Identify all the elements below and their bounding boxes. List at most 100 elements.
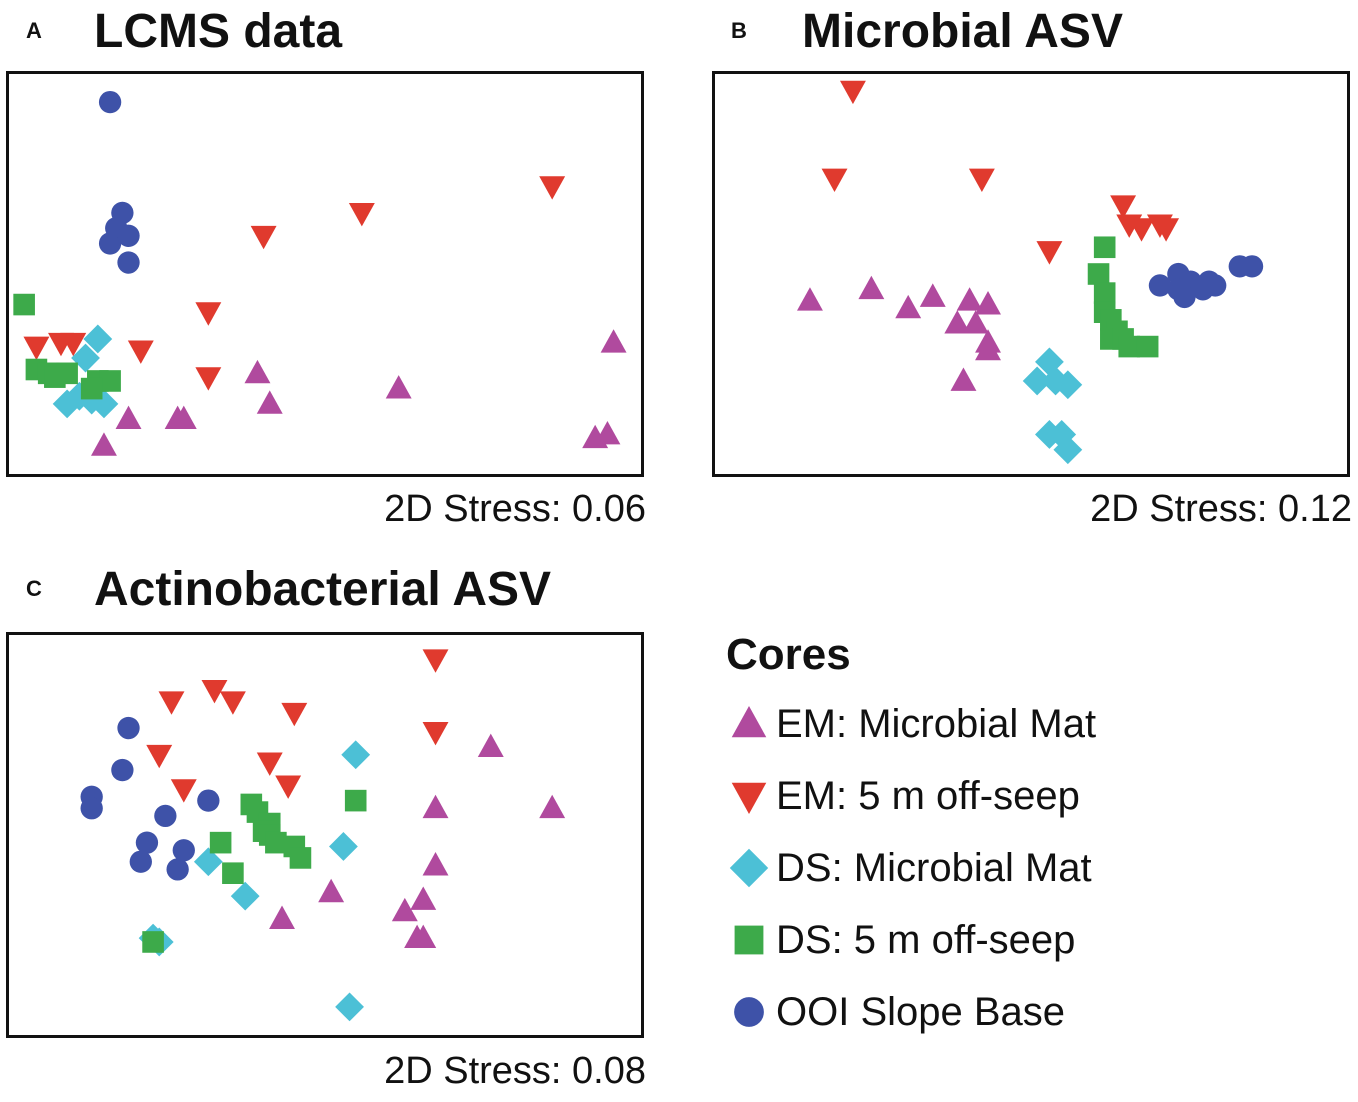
plot-frame <box>6 632 644 1038</box>
point-em-off-4 <box>1110 195 1137 219</box>
legend-label: EM: 5 m off-seep <box>776 773 1080 818</box>
point-ds-off-0 <box>1093 236 1116 259</box>
point-em-mat-3 <box>422 852 449 876</box>
point-em-mat-1 <box>539 794 566 819</box>
point-em-off-4 <box>219 691 246 715</box>
point-ooi-9 <box>129 850 152 873</box>
legend-label: DS: Microbial Mat <box>776 845 1092 890</box>
point-ooi-5 <box>1173 285 1196 309</box>
legend-label: EM: Microbial Mat <box>776 701 1097 746</box>
point-em-off-0 <box>839 80 866 105</box>
point-em-mat-9 <box>269 905 295 929</box>
plot-frame <box>6 71 644 477</box>
point-em-off-1 <box>348 202 375 227</box>
scatter-plot-lcms <box>6 71 644 477</box>
point-em-mat-2 <box>422 794 449 819</box>
point-em-off-7 <box>256 752 283 776</box>
panel-title-c: Actinobacterial ASV <box>94 563 552 616</box>
point-em-mat-6 <box>962 310 989 334</box>
legend-marker-shape <box>731 782 767 814</box>
point-em-off-6 <box>146 744 173 769</box>
point-em-mat-3 <box>385 375 412 399</box>
point-ds-mat-6 <box>335 992 364 1022</box>
scatter-plot-microbial <box>712 71 1350 477</box>
point-em-off-5 <box>281 702 308 727</box>
panel-label-b: B <box>731 18 747 43</box>
legend-marker-shape <box>734 997 764 1027</box>
point-em-off-2 <box>158 691 185 715</box>
diamond-icon <box>729 848 769 888</box>
legend-label: OOI Slope Base <box>776 989 1066 1034</box>
point-em-mat-5 <box>975 291 1001 315</box>
panel-title-b: Microbial ASV <box>802 5 1123 58</box>
panel-label-c: C <box>26 576 42 601</box>
point-ooi-0 <box>98 90 122 114</box>
point-em-mat-8 <box>318 878 345 903</box>
point-ds-mat-4 <box>77 385 107 415</box>
triangle-down-icon <box>731 782 767 814</box>
point-ooi-4 <box>117 224 140 247</box>
point-ds-off-2 <box>1093 282 1116 304</box>
point-ds-mat-0 <box>341 740 371 770</box>
stress-value-b: 2D Stress: 0.12 <box>1090 488 1352 530</box>
point-ds-mat-0 <box>83 324 113 354</box>
legend-label: DS: 5 m off-seep <box>776 917 1076 962</box>
legend-marker-shape <box>729 848 769 888</box>
point-ooi-3 <box>80 797 103 820</box>
panel-label-a: A <box>26 18 42 43</box>
point-em-mat-4 <box>410 886 437 910</box>
point-ds-mat-5 <box>89 389 119 419</box>
stress-value-a: 2D Stress: 0.06 <box>384 488 646 530</box>
point-ds-mat-3 <box>230 881 260 911</box>
circle-icon <box>734 997 764 1027</box>
point-ds-mat-1 <box>71 343 100 373</box>
legend-item-ooi: OOI Slope Base <box>726 976 1096 1048</box>
point-em-off-0 <box>539 176 566 200</box>
point-ooi-0 <box>1148 274 1172 297</box>
point-em-off-1 <box>821 168 848 192</box>
point-ds-mat-1 <box>329 832 358 861</box>
point-em-off-6 <box>1128 218 1155 242</box>
point-em-off-4 <box>127 340 154 364</box>
point-em-mat-2 <box>594 420 621 445</box>
point-ds-off-7 <box>289 847 312 869</box>
point-ds-off-8 <box>209 831 232 854</box>
point-em-mat-7 <box>170 405 197 430</box>
point-ooi-9 <box>1240 255 1264 278</box>
point-em-mat-1 <box>858 275 885 300</box>
point-em-off-3 <box>1036 241 1063 265</box>
legend-item-ds-mat: DS: Microbial Mat <box>726 832 1096 904</box>
point-em-mat-8 <box>115 405 142 430</box>
point-em-mat-7 <box>410 924 437 949</box>
legend-item-em-off: EM: 5 m off-seep <box>726 760 1096 832</box>
point-em-off-6 <box>23 336 50 361</box>
point-em-off-0 <box>422 649 449 673</box>
plot-frame <box>712 71 1350 477</box>
point-em-mat-3 <box>919 283 946 307</box>
legend-item-em-mat: EM: Microbial Mat <box>726 688 1096 760</box>
point-ooi-5 <box>197 789 220 812</box>
point-em-off-3 <box>201 679 228 704</box>
point-em-off-2 <box>968 168 995 192</box>
point-em-mat-0 <box>477 733 504 758</box>
point-ooi-7 <box>1204 274 1227 297</box>
point-ds-off-8 <box>1118 335 1141 358</box>
point-ds-off-9 <box>222 862 244 884</box>
legend-item-ds-off: DS: 5 m off-seep <box>726 904 1096 976</box>
point-em-off-8 <box>170 779 197 803</box>
point-ds-off-1 <box>1087 263 1110 285</box>
square-icon <box>734 925 764 955</box>
point-em-off-1 <box>422 721 449 746</box>
point-em-off-8 <box>1153 218 1180 242</box>
legend-marker-shape <box>734 925 764 955</box>
point-ooi-1 <box>111 758 134 782</box>
point-ds-mat-2 <box>52 389 82 419</box>
point-em-mat-2 <box>895 294 922 319</box>
point-ds-off-4 <box>56 362 78 385</box>
point-em-mat-7 <box>944 310 971 334</box>
point-ds-off-0 <box>13 293 35 316</box>
point-ds-off-6 <box>99 370 121 392</box>
point-ds-off-5 <box>265 831 287 854</box>
point-em-mat-0 <box>797 287 823 311</box>
scatter-plot-actinobacterial <box>6 632 644 1038</box>
